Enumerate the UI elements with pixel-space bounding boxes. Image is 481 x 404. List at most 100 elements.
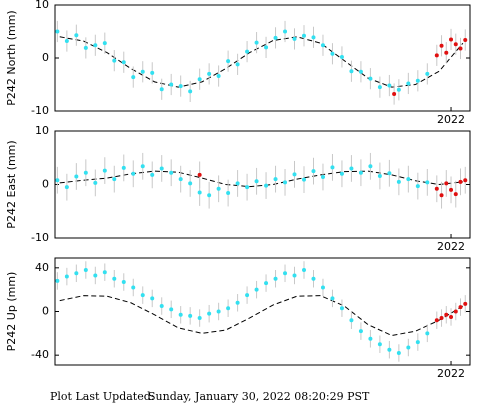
data-point [396,87,401,92]
data-point [283,180,288,185]
data-point [159,166,164,171]
data-point [396,179,401,184]
data-point [273,177,278,182]
data-point [93,273,98,278]
data-point [131,171,136,176]
y-axis-label: P242 East (mm) [5,140,18,228]
data-point [235,181,240,186]
data-point [439,316,444,321]
data-point [415,340,420,345]
data-point [302,33,306,38]
data-point [292,273,297,278]
data-point [226,306,231,311]
data-point [387,171,392,176]
footer-label: Plot Last Updated: [50,390,154,403]
data-point [159,304,164,309]
data-point [254,179,259,184]
data-point [273,276,278,281]
y-tick-label: 10 [35,124,49,137]
data-point [112,58,117,63]
data-point [453,42,458,47]
data-point [264,281,269,286]
data-point [140,69,145,74]
data-point [93,43,98,48]
data-point [216,186,221,191]
data-point [273,35,278,40]
data-point [358,329,363,334]
data-point [434,318,439,323]
data-point [178,312,183,317]
data-point [169,307,174,312]
data-point [320,285,325,290]
data-point [207,311,212,316]
data-point [368,164,373,169]
data-point [83,268,88,273]
data-point [112,177,117,182]
data-point [197,77,202,82]
data-point [169,170,174,175]
x-tick-label: 2022 [437,113,465,126]
data-point [131,75,136,80]
data-point [311,276,316,281]
data-point [197,172,202,177]
data-point [339,306,344,311]
data-point [112,276,117,281]
data-point [349,166,354,171]
model-line [59,170,463,188]
data-point [358,69,363,74]
data-point [320,175,325,180]
data-point [55,29,60,34]
data-point [387,83,392,88]
data-point [83,170,88,175]
data-point [434,53,439,58]
data-point [235,62,240,67]
data-point [444,312,449,317]
data-point [349,318,354,323]
data-point [330,165,335,170]
y-tick-label: -10 [31,231,49,244]
data-point [150,172,155,177]
data-point [444,181,449,186]
plot-frame [54,130,471,239]
data-point [64,39,69,44]
plot-frame [54,4,471,112]
data-point [320,43,325,48]
data-point [425,71,430,76]
data-point [216,309,221,314]
data-point [392,92,397,97]
plot-frame [54,257,471,366]
data-point [377,85,382,90]
data-point [302,268,306,273]
data-point [197,316,202,321]
data-point [121,60,126,65]
data-point [434,186,439,191]
data-point [283,29,288,34]
y-tick-label: -10 [31,104,49,117]
data-point [83,45,88,50]
data-point [349,69,354,74]
data-point [453,309,458,314]
data-point [396,350,401,355]
y-tick-label: 0 [42,178,49,191]
data-point [207,71,212,76]
data-point [444,50,449,55]
data-point [458,46,463,51]
data-point [188,181,193,186]
data-point [178,84,183,89]
data-point [415,78,420,83]
data-point [283,271,288,276]
data-point [74,174,79,179]
data-point [406,81,411,86]
data-point [74,271,79,276]
data-point [188,313,193,318]
data-point [458,305,463,310]
data-point [425,180,430,185]
data-point [311,169,316,174]
data-point [55,278,60,283]
data-point [216,74,221,79]
data-point [188,89,193,94]
data-point [339,54,344,59]
data-point [406,177,411,182]
data-point [264,183,269,188]
data-point [226,191,231,196]
